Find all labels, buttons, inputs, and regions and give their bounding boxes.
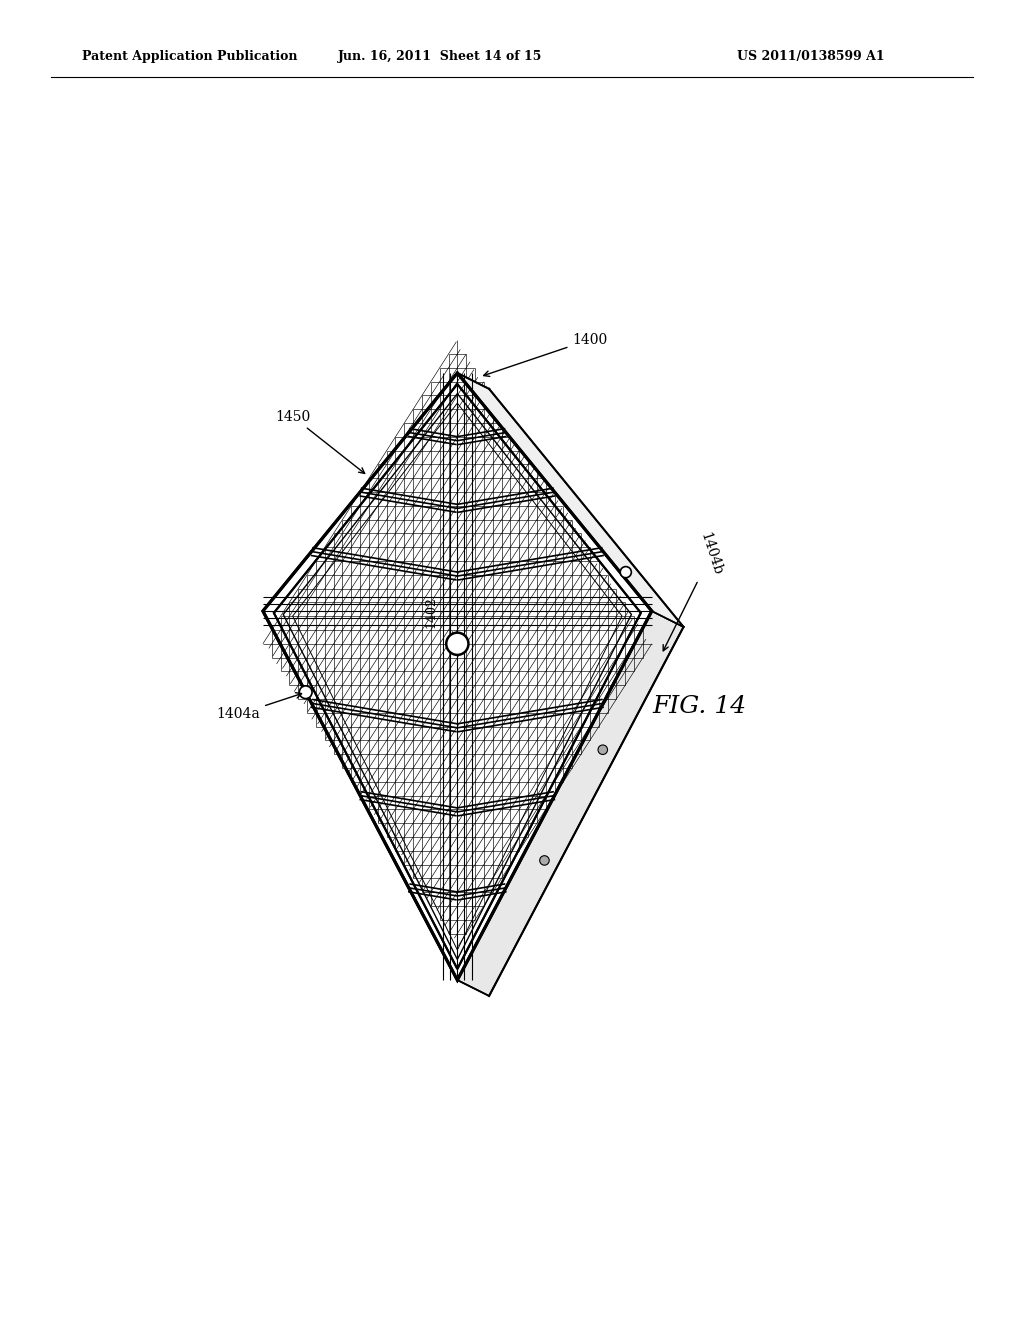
Circle shape	[540, 855, 549, 865]
Text: 1402: 1402	[425, 597, 437, 628]
Polygon shape	[458, 374, 684, 627]
Circle shape	[446, 632, 468, 655]
Text: 1404a: 1404a	[216, 693, 302, 722]
Text: 1400: 1400	[483, 333, 607, 376]
Circle shape	[621, 566, 632, 578]
Text: US 2011/0138599 A1: US 2011/0138599 A1	[737, 50, 885, 63]
Text: 1450: 1450	[275, 409, 365, 474]
Text: Jun. 16, 2011  Sheet 14 of 15: Jun. 16, 2011 Sheet 14 of 15	[338, 50, 543, 63]
Text: 1404b: 1404b	[664, 531, 725, 651]
Polygon shape	[458, 611, 684, 997]
Circle shape	[299, 686, 312, 698]
Circle shape	[598, 744, 607, 755]
Text: FIG. 14: FIG. 14	[652, 694, 746, 718]
Text: Patent Application Publication: Patent Application Publication	[82, 50, 297, 63]
Polygon shape	[263, 374, 652, 979]
